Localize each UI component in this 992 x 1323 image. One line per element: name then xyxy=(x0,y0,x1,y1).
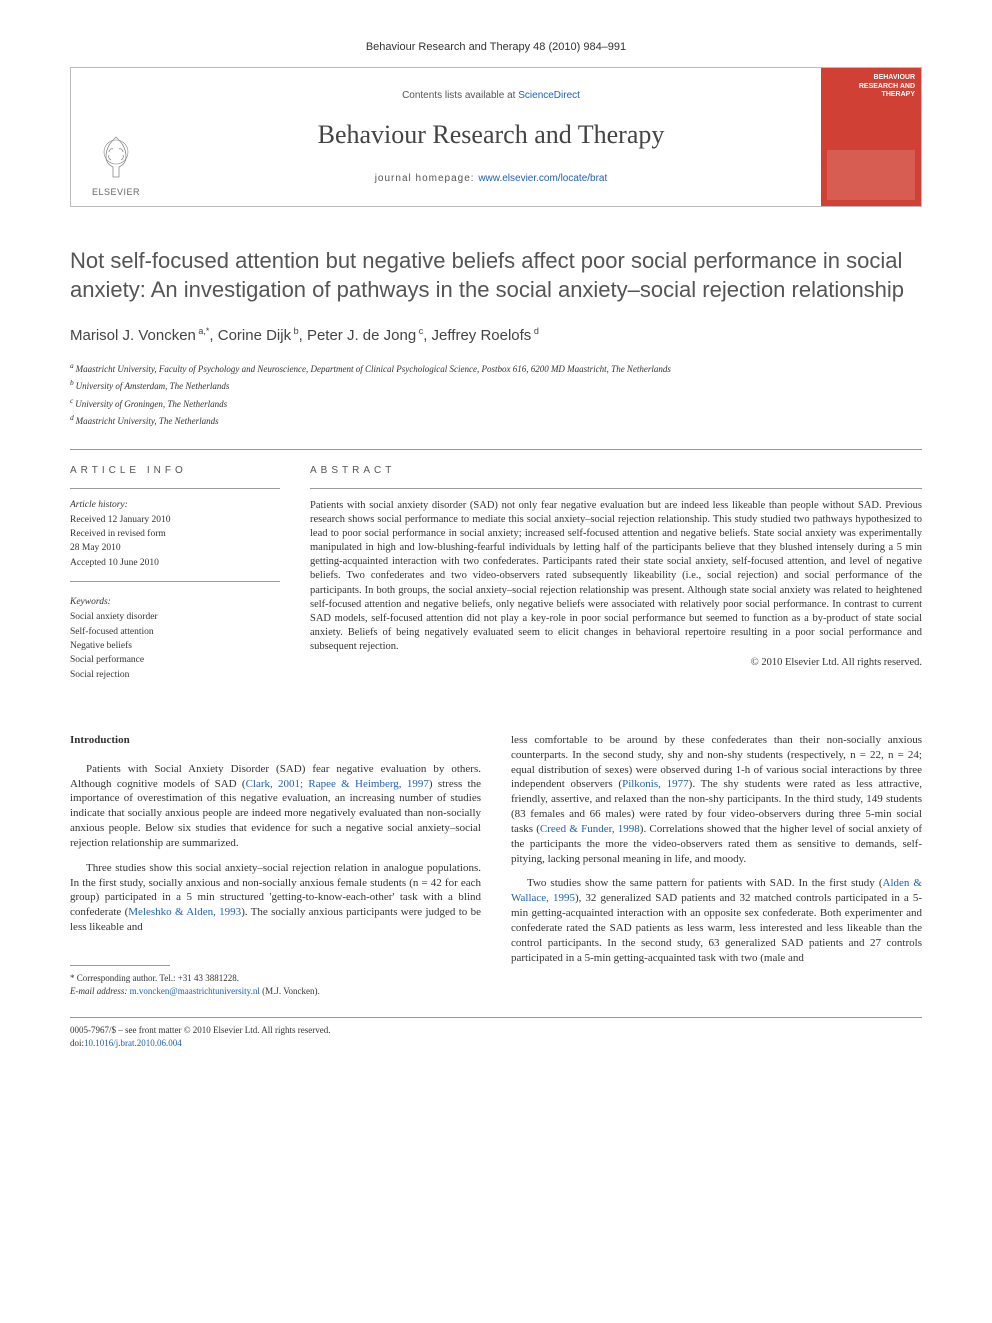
keyword-item: Self-focused attention xyxy=(70,626,280,639)
history-item: Received in revised form xyxy=(70,528,280,541)
history-item: 28 May 2010 xyxy=(70,542,280,555)
citation-link[interactable]: Clark, 2001; Rapee & Heimberg, 1997 xyxy=(246,778,429,790)
contents-prefix: Contents lists available at xyxy=(402,90,518,101)
affiliation-item: a Maastricht University, Faculty of Psyc… xyxy=(70,360,922,377)
body-paragraph: Two studies show the same pattern for pa… xyxy=(511,876,922,965)
email-suffix: (M.J. Voncken). xyxy=(260,986,320,996)
body-paragraph: Three studies show this social anxiety–s… xyxy=(70,861,481,935)
affiliation-item: b University of Amsterdam, The Netherlan… xyxy=(70,377,922,394)
cover-line: THERAPY xyxy=(827,91,915,99)
email-label: E-mail address: xyxy=(70,986,130,996)
history-item: Received 12 January 2010 xyxy=(70,514,280,527)
info-abstract-row: ARTICLE INFO Article history: Received 1… xyxy=(70,449,922,683)
article-history-block: Article history: Received 12 January 201… xyxy=(70,499,280,582)
journal-citation: Behaviour Research and Therapy 48 (2010)… xyxy=(70,40,922,55)
journal-homepage-line: journal homepage: www.elsevier.com/locat… xyxy=(375,172,608,186)
article-info-column: ARTICLE INFO Article history: Received 1… xyxy=(70,450,280,683)
email-line: E-mail address: m.voncken@maastrichtuniv… xyxy=(70,985,481,998)
keyword-item: Negative beliefs xyxy=(70,640,280,653)
elsevier-label: ELSEVIER xyxy=(92,186,140,199)
journal-name: Behaviour Research and Therapy xyxy=(318,117,665,153)
page-footer: 0005-7967/$ – see front matter © 2010 El… xyxy=(70,1017,922,1049)
article-title: Not self-focused attention but negative … xyxy=(70,247,922,304)
affiliations-list: a Maastricht University, Faculty of Psyc… xyxy=(70,360,922,429)
footnote-separator xyxy=(70,965,170,966)
body-paragraph: less comfortable to be around by these c… xyxy=(511,733,922,867)
keywords-label: Keywords: xyxy=(70,596,280,609)
citation-link[interactable]: Creed & Funder, 1998 xyxy=(540,823,640,835)
body-column-left: Introduction Patients with Social Anxiet… xyxy=(70,733,481,997)
front-matter-line: 0005-7967/$ – see front matter © 2010 El… xyxy=(70,1024,922,1037)
citation-link[interactable]: Pilkonis, 1977 xyxy=(622,778,689,790)
homepage-prefix: journal homepage: xyxy=(375,173,479,184)
keyword-item: Social anxiety disorder xyxy=(70,611,280,624)
abstract-copyright: © 2010 Elsevier Ltd. All rights reserved… xyxy=(310,656,922,671)
affiliation-item: c University of Groningen, The Netherlan… xyxy=(70,395,922,412)
doi-line: doi:10.1016/j.brat.2010.06.004 xyxy=(70,1037,922,1050)
abstract-text: Patients with social anxiety disorder (S… xyxy=(310,499,922,655)
corr-author-line: * Corresponding author. Tel.: +31 43 388… xyxy=(70,972,481,985)
email-link[interactable]: m.voncken@maastrichtuniversity.nl xyxy=(130,986,260,996)
journal-banner: ELSEVIER Contents lists available at Sci… xyxy=(70,67,922,207)
elsevier-tree-icon xyxy=(91,132,141,182)
history-label: Article history: xyxy=(70,499,280,512)
corresponding-author-footnote: * Corresponding author. Tel.: +31 43 388… xyxy=(70,972,481,997)
affiliation-item: d Maastricht University, The Netherlands xyxy=(70,412,922,429)
cover-title: BEHAVIOUR RESEARCH AND THERAPY xyxy=(827,74,915,99)
homepage-link[interactable]: www.elsevier.com/locate/brat xyxy=(478,173,607,184)
sciencedirect-link[interactable]: ScienceDirect xyxy=(518,90,580,101)
body-column-right: less comfortable to be around by these c… xyxy=(511,733,922,997)
cover-line: RESEARCH AND xyxy=(827,83,915,91)
journal-cover-thumbnail: BEHAVIOUR RESEARCH AND THERAPY xyxy=(821,68,921,206)
author-list: Marisol J. Voncken a,*, Corine Dijk b, P… xyxy=(70,325,922,346)
publisher-logo-block: ELSEVIER xyxy=(71,68,161,206)
doi-link[interactable]: 10.1016/j.brat.2010.06.004 xyxy=(84,1038,182,1048)
body-paragraph: Patients with Social Anxiety Disorder (S… xyxy=(70,762,481,851)
keywords-block: Keywords: Social anxiety disorder Self-fo… xyxy=(70,596,280,682)
doi-label: doi: xyxy=(70,1038,84,1048)
history-item: Accepted 10 June 2010 xyxy=(70,557,280,570)
keyword-item: Social performance xyxy=(70,654,280,667)
citation-link[interactable]: Meleshko & Alden, 1993 xyxy=(128,906,241,918)
body-columns: Introduction Patients with Social Anxiet… xyxy=(70,733,922,997)
keyword-item: Social rejection xyxy=(70,669,280,682)
section-heading-introduction: Introduction xyxy=(70,733,481,748)
banner-center: Contents lists available at ScienceDirec… xyxy=(161,68,821,206)
article-info-heading: ARTICLE INFO xyxy=(70,450,280,489)
cover-line: BEHAVIOUR xyxy=(827,74,915,82)
body-text: Two studies show the same pattern for pa… xyxy=(527,877,883,889)
cover-graphic xyxy=(827,150,915,200)
contents-available-line: Contents lists available at ScienceDirec… xyxy=(402,89,580,103)
abstract-column: ABSTRACT Patients with social anxiety di… xyxy=(310,450,922,683)
abstract-heading: ABSTRACT xyxy=(310,450,922,489)
